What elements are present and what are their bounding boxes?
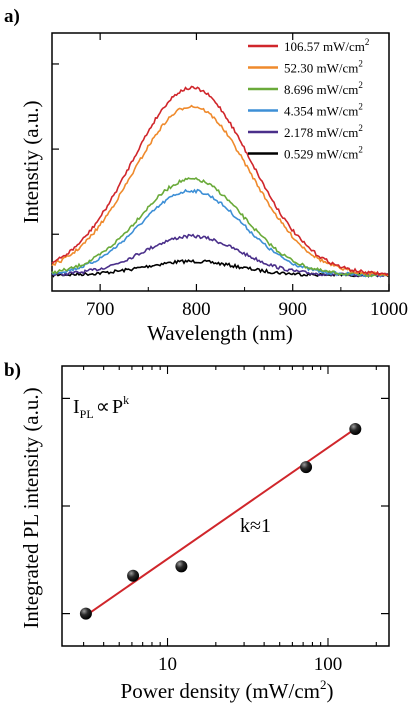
panel-b-power-law: IPL ∝ Pk — [73, 393, 129, 421]
panel-b-x-ticks: 10 100 — [83, 366, 377, 675]
panel-a-x-tick-label: 900 — [278, 299, 307, 320]
panel-b-data-point — [300, 461, 313, 474]
panel-a-curves — [51, 85, 389, 279]
panel-a-legend-label: 0.529 mW/cm2 — [284, 145, 363, 162]
panel-b-label: b) — [4, 360, 21, 381]
panel-b-fit-line — [85, 427, 357, 617]
panel-b-data-point — [79, 607, 92, 620]
panel-b-x-tick-label: 100 — [314, 654, 343, 675]
panel-b-slope-label: k≈1 — [240, 515, 271, 537]
panel-b-y-axis-label: Integrated PL intensity (a.u.) — [19, 387, 43, 628]
panel-a-legend-label: 2.178 mW/cm2 — [284, 123, 363, 140]
panel-b-data-point — [175, 560, 188, 573]
panel-a-y-axis-label: Intenstiy (a.u.) — [19, 100, 43, 223]
panel-a-label: a) — [4, 6, 20, 27]
panel-b-fit-line-path — [85, 427, 357, 617]
panel-a-legend-label: 4.354 mW/cm2 — [284, 102, 363, 119]
panel-b-x-tick-label: 10 — [158, 654, 177, 675]
panel-a-frame — [51, 32, 390, 292]
panel-b-data-point — [127, 569, 140, 582]
panel-a-legend-label: 106.57 mW/cm2 — [284, 37, 369, 54]
panel-a-y-ticks — [52, 63, 59, 235]
panel-b-plot: 10 100 — [61, 365, 390, 675]
panel-a-series-curve — [51, 176, 389, 278]
panel-a-x-tick-label: 700 — [86, 299, 115, 320]
panel-a-x-ticks: 700 800 900 1000 — [51, 33, 408, 320]
panel-a-x-axis-label: Wavelength (nm) — [147, 321, 293, 345]
panel-b-points — [79, 422, 362, 620]
panel-a-series-curve — [51, 233, 389, 279]
panel-a-series-curve — [51, 85, 389, 277]
panel-a-legend-label: 8.696 mW/cm2 — [284, 80, 363, 97]
panel-b-data-point — [349, 422, 362, 435]
panel-a-series-curve — [51, 104, 389, 277]
panel-a-x-tick-label: 1000 — [370, 299, 408, 320]
panel-b-x-axis-label: Power density (mW/cm2) — [121, 677, 334, 703]
panel-a-x-tick-label: 800 — [182, 299, 211, 320]
panel-a-plot: 700 800 900 1000 106.57 mW/cm2 52.30 mW/cm2 8… — [51, 32, 408, 320]
panel-a-legend-label: 52.30 mW/cm2 — [284, 59, 363, 76]
panel-a-legend: 106.57 mW/cm2 52.30 mW/cm2 8.696 mW/cm2 4.3… — [248, 37, 369, 162]
panel-b-y-ticks — [62, 397, 389, 615]
